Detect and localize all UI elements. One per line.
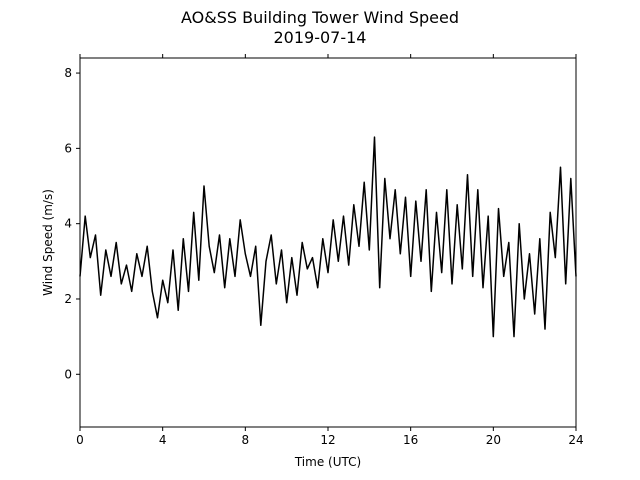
x-tick-label: 24 [568,433,583,447]
chart-title-line2: 2019-07-14 [273,28,367,47]
x-axis-label: Time (UTC) [294,455,361,469]
chart-title: AO&SS Building Tower Wind Speed 2019-07-… [0,8,640,48]
x-tick-label: 4 [159,433,167,447]
x-tick-label: 8 [242,433,250,447]
plot-content [79,136,577,338]
chart-title-line1: AO&SS Building Tower Wind Speed [180,8,459,27]
plot-frame [79,57,577,428]
y-tick-label: 4 [64,217,72,231]
y-tick-label: 8 [64,66,72,80]
y-tick-label: 0 [64,367,72,381]
y-tick-label: 2 [64,292,72,306]
y-tick-label: 6 [64,141,72,155]
x-tick-label: 16 [403,433,418,447]
x-tick-label: 20 [486,433,501,447]
x-tick-label: 12 [320,433,335,447]
x-tick-label: 0 [76,433,84,447]
wind-speed-line [79,136,577,338]
y-axis-label: Wind Speed (m/s) [41,189,55,296]
